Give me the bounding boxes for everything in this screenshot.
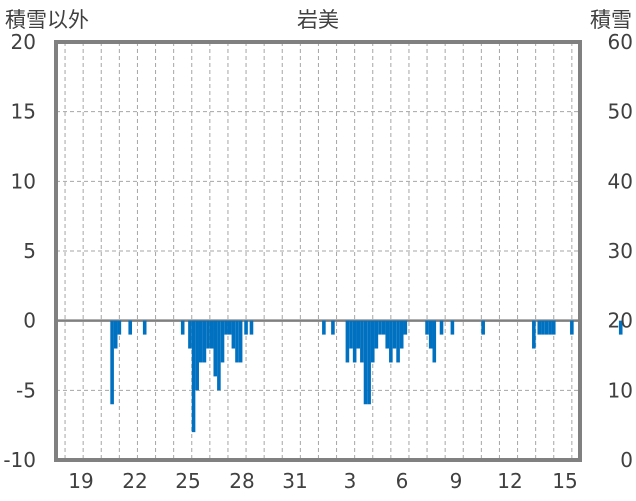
right-axis-title: 積雪: [590, 8, 632, 32]
bar: [618, 320, 623, 335]
bar: [217, 320, 221, 391]
x-tick-label: 25: [175, 469, 200, 493]
left-tick-label: 20: [11, 30, 36, 54]
x-tick-label: 6: [396, 469, 409, 493]
bar: [551, 320, 556, 335]
x-tick-label: 28: [229, 469, 254, 493]
left-tick-label: -5: [16, 378, 36, 402]
x-tick-label: 19: [68, 469, 93, 493]
bar: [244, 320, 248, 335]
bar: [450, 320, 455, 335]
bar: [113, 320, 118, 349]
bar: [432, 320, 437, 363]
bar: [117, 320, 122, 335]
bar: [360, 320, 364, 363]
bar: [110, 320, 114, 405]
bar: [428, 320, 433, 349]
right-tick-label: 40: [608, 169, 633, 193]
bar: [537, 320, 542, 335]
bar: [235, 320, 239, 363]
bar: [532, 320, 536, 349]
bar: [544, 320, 549, 335]
x-tick-label: 12: [497, 469, 522, 493]
left-tick-label: 15: [11, 100, 36, 124]
bar: [249, 320, 254, 335]
left-tick-label: 0: [23, 309, 36, 333]
bar: [224, 320, 228, 335]
right-tick-label: 60: [608, 30, 633, 54]
right-tick-label: 50: [608, 100, 633, 124]
x-tick-label: 9: [450, 469, 463, 493]
bar: [381, 320, 386, 335]
bar: [180, 320, 185, 335]
bar: [378, 320, 382, 335]
plot-frame: [54, 40, 582, 462]
bar: [213, 320, 218, 377]
bar: [389, 320, 393, 363]
bar: [370, 320, 375, 363]
bar: [392, 320, 397, 349]
bar: [425, 320, 429, 335]
bar: [481, 320, 485, 335]
bars: [110, 320, 623, 433]
bar: [352, 320, 357, 363]
bar: [227, 320, 232, 335]
x-tick-label: 22: [122, 469, 147, 493]
bar: [231, 320, 236, 349]
bar: [220, 320, 225, 363]
x-tick-label: 15: [552, 469, 577, 493]
bar: [541, 320, 545, 335]
bar: [345, 320, 350, 363]
bar: [385, 320, 390, 349]
bar: [403, 320, 408, 335]
x-tick-label: 3: [344, 469, 357, 493]
bar: [322, 320, 326, 335]
left-axis-title: 積雪以外: [5, 8, 89, 32]
bar: [188, 320, 192, 349]
bar: [374, 320, 379, 349]
bar: [195, 320, 199, 391]
bar: [128, 320, 133, 335]
bar: [349, 320, 353, 349]
bar: [206, 320, 210, 349]
bar: [439, 320, 444, 335]
left-tick-label: 10: [11, 169, 36, 193]
bar: [399, 320, 404, 349]
bar: [202, 320, 207, 363]
bar: [142, 320, 147, 335]
bar: [199, 320, 203, 363]
bar: [209, 320, 214, 349]
left-tick-label: -10: [3, 448, 36, 472]
left-tick-label: 5: [23, 239, 36, 263]
right-tick-label: 10: [608, 378, 633, 402]
x-tick-label: 31: [282, 469, 307, 493]
bar: [548, 320, 552, 335]
bar: [191, 320, 196, 433]
right-tick-label: 0: [620, 448, 633, 472]
bar: [331, 320, 335, 335]
bar: [363, 320, 368, 405]
bar: [570, 320, 574, 335]
grid-lines: [56, 42, 580, 460]
bar: [367, 320, 371, 405]
right-tick-label: 20: [608, 309, 633, 333]
right-tick-label: 30: [608, 239, 633, 263]
bar: [396, 320, 400, 363]
bar: [238, 320, 243, 363]
bar: [356, 320, 361, 349]
chart-title: 岩美: [297, 8, 339, 32]
